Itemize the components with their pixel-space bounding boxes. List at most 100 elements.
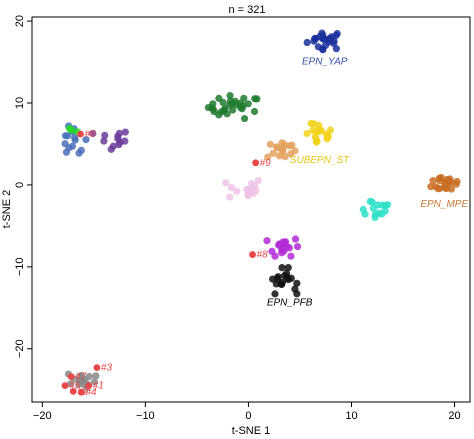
cluster-point <box>101 131 109 139</box>
y-tick-label: −20 <box>14 339 26 358</box>
cluster-point <box>238 105 246 113</box>
cluster-point <box>107 145 115 153</box>
point-label: #5 <box>69 381 81 392</box>
cluster-point <box>318 45 327 53</box>
cluster-point <box>429 177 437 185</box>
cluster-point <box>90 378 99 386</box>
cluster-point <box>278 147 286 155</box>
cluster-point <box>287 274 295 282</box>
cluster-point <box>66 380 75 388</box>
cluster-point <box>330 39 338 47</box>
cluster-point <box>278 249 286 257</box>
cluster-point <box>121 128 129 136</box>
cluster-point <box>233 187 241 195</box>
cluster-point <box>293 279 301 287</box>
cluster-point <box>326 126 334 134</box>
cluster-point <box>226 101 234 109</box>
cluster-point <box>269 149 277 157</box>
cluster-point <box>210 108 218 116</box>
cluster-point <box>303 38 311 47</box>
cluster-point <box>278 264 286 272</box>
y-axis-title: t-SNE 2 <box>1 190 13 229</box>
cluster-point <box>443 178 451 186</box>
cluster-point <box>272 280 280 288</box>
cluster-point <box>371 210 380 218</box>
points-layer <box>61 29 461 396</box>
point-label: #7 <box>75 372 87 383</box>
cluster-point <box>291 147 299 155</box>
cluster-point <box>447 185 456 193</box>
highlight-point <box>67 373 75 381</box>
cluster-point <box>303 129 311 138</box>
y-tick-label: 20 <box>14 15 26 27</box>
cluster-point <box>263 237 271 245</box>
cluster-point <box>215 94 223 103</box>
point-label: #9 <box>260 158 272 169</box>
point-label: #3 <box>101 363 113 374</box>
cluster-point <box>240 114 249 123</box>
cluster-point <box>381 201 390 210</box>
chart-title: n = 321 <box>228 4 265 16</box>
cluster-label: EPN_YAP <box>302 57 348 68</box>
cluster-point <box>71 134 79 142</box>
cluster-point <box>271 290 279 298</box>
cluster-point <box>223 110 231 118</box>
x-tick-label: 0 <box>245 410 251 422</box>
x-tick-label: −10 <box>136 410 155 422</box>
cluster-point <box>313 137 321 146</box>
cluster-point <box>61 140 69 148</box>
cluster-point <box>100 137 108 145</box>
cluster-point <box>361 210 369 218</box>
x-tick-label: 20 <box>448 410 460 422</box>
cluster-point <box>222 179 230 187</box>
cluster-point <box>75 149 83 157</box>
cluster-point <box>115 129 123 137</box>
cluster-point <box>278 278 287 286</box>
cluster-point <box>82 136 90 144</box>
cluster-point <box>75 380 83 389</box>
cluster-point <box>264 153 272 161</box>
cluster-point <box>226 193 234 201</box>
cluster-point <box>64 132 72 140</box>
cluster-point <box>244 190 252 199</box>
cluster-point <box>281 271 289 280</box>
cluster-point <box>369 204 378 212</box>
cluster-point <box>247 180 256 188</box>
cluster-point <box>67 126 75 134</box>
highlight-point <box>252 159 260 167</box>
highlight-point <box>249 251 256 258</box>
cluster-point <box>310 37 318 45</box>
cluster-point <box>254 176 262 185</box>
highlight-point <box>78 388 85 396</box>
point-label: #2 <box>77 386 89 397</box>
point-label: #8 <box>257 250 269 261</box>
x-tick-label: −20 <box>33 410 52 422</box>
cluster-point <box>281 153 289 161</box>
highlight-point <box>69 387 77 395</box>
x-axis: −20 −10 0 10 20 <box>33 402 461 422</box>
cluster-point <box>266 140 274 148</box>
cluster-label: EPN_MPE <box>420 199 468 210</box>
cluster-point <box>249 189 258 197</box>
highlight-point <box>77 130 84 138</box>
cluster-point <box>293 243 302 251</box>
cluster-point <box>226 92 234 100</box>
cluster-point <box>307 119 315 128</box>
cluster-point <box>293 290 301 298</box>
cluster-point <box>227 183 236 192</box>
cluster-point <box>250 107 259 116</box>
cluster-point <box>275 240 284 248</box>
cluster-point <box>288 141 296 149</box>
point-label: #6 <box>84 129 96 140</box>
x-axis-title: t-SNE 1 <box>232 425 271 437</box>
point-label: #1 <box>93 381 104 392</box>
cluster-point <box>253 95 261 103</box>
plot-frame <box>31 16 471 403</box>
highlight-point <box>61 382 69 390</box>
cluster-point <box>427 183 435 191</box>
cluster-point <box>323 135 331 143</box>
cluster-point <box>332 31 340 40</box>
cluster-point <box>68 142 77 150</box>
cluster-point <box>332 45 340 53</box>
